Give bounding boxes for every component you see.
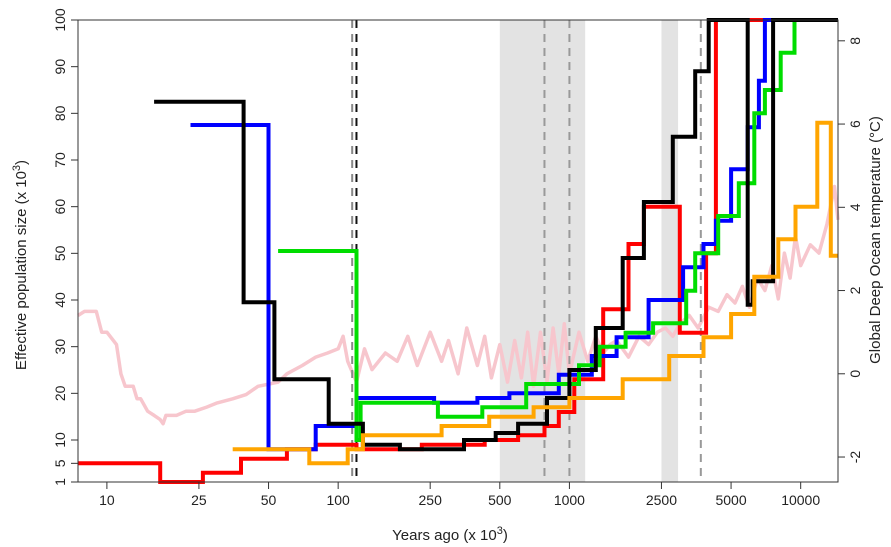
x-tick-label-4: 250 xyxy=(419,492,443,508)
plot-frame xyxy=(77,19,839,483)
y-tick-label-9: 80 xyxy=(52,105,68,121)
y-axis-title-main: Effective population size (x 10 xyxy=(13,171,30,370)
y-tick-label-8: 70 xyxy=(52,152,68,168)
series-line-1 xyxy=(78,18,838,484)
x-tick-label-6: 1000 xyxy=(554,492,585,508)
series-line-3 xyxy=(278,18,838,442)
series-line-5 xyxy=(232,120,838,466)
y-tick-label-5: 40 xyxy=(52,292,68,308)
x-tick-label-8: 5000 xyxy=(715,492,746,508)
axes: 10 25 50 100 250 500 1000 2500 5000 1000015102030… xyxy=(52,8,863,508)
temperature-line xyxy=(77,184,840,426)
y2-tick-label-5: 8 xyxy=(847,37,863,45)
x-tick-label-2: 50 xyxy=(261,492,277,508)
x-tick-label-0: 10 xyxy=(99,492,115,508)
y-tick-label-4: 30 xyxy=(52,339,68,355)
y-tick-label-11: 100 xyxy=(52,8,68,32)
y-tick-label-1: 5 xyxy=(52,459,68,467)
x-axis-title-main: Years ago (x 10 xyxy=(392,527,497,544)
y2-tick-label-4: 6 xyxy=(847,120,863,128)
y-tick-label-7: 60 xyxy=(52,199,68,215)
y2-tick-label-3: 4 xyxy=(847,203,863,211)
axis-titles: Years ago (x 103) Effective population s… xyxy=(11,116,884,544)
y-tick-label-2: 10 xyxy=(52,432,68,448)
x-axis-title-close: ) xyxy=(503,527,508,544)
y-tick-label-10: 90 xyxy=(52,59,68,75)
y2-tick-label-0: -2 xyxy=(847,451,863,464)
x-tick-label-5: 500 xyxy=(488,492,512,508)
y-tick-label-6: 50 xyxy=(52,245,68,261)
x-tick-label-3: 100 xyxy=(326,492,350,508)
x-tick-label-9: 10000 xyxy=(781,492,820,508)
temperature-series xyxy=(77,184,840,426)
y2-axis-title: Global Deep Ocean temperature (°C) xyxy=(867,116,884,364)
y-tick-label-0: 1 xyxy=(52,478,68,486)
x-tick-label-7: 2500 xyxy=(646,492,677,508)
y-axis-title-superscript: 3 xyxy=(11,165,23,171)
shaded-band-2 xyxy=(661,20,679,482)
y2-tick-label-1: 0 xyxy=(847,370,863,378)
x-axis-title-superscript: 3 xyxy=(497,525,503,537)
y2-tick-label-2: 2 xyxy=(847,286,863,294)
y-axis-title-close: ) xyxy=(13,160,30,165)
y-axis-title: Effective population size (x 103) xyxy=(11,160,30,370)
y-tick-label-3: 20 xyxy=(52,385,68,401)
x-tick-label-1: 25 xyxy=(191,492,207,508)
x-axis-title: Years ago (x 103) xyxy=(392,525,508,544)
